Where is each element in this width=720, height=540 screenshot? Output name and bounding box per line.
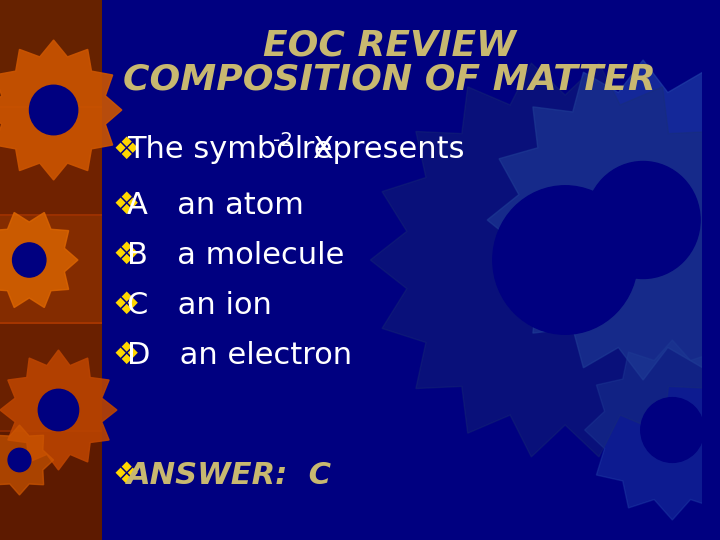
Text: C   an ion: C an ion: [127, 291, 271, 320]
Bar: [0, 0, 102, 108]
Text: The symbol X: The symbol X: [127, 136, 333, 165]
Circle shape: [38, 389, 78, 431]
Circle shape: [12, 243, 46, 277]
Circle shape: [492, 186, 637, 334]
Bar: [0, 0, 102, 540]
Polygon shape: [487, 60, 720, 380]
Bar: [0, 430, 102, 540]
Text: ❖: ❖: [112, 136, 140, 165]
Text: A   an atom: A an atom: [127, 191, 304, 219]
Text: -2: -2: [273, 131, 293, 150]
Text: D   an electron: D an electron: [127, 341, 352, 369]
Polygon shape: [370, 63, 720, 457]
Circle shape: [30, 85, 78, 135]
Polygon shape: [0, 425, 53, 495]
Bar: [0, 322, 102, 432]
Polygon shape: [585, 340, 720, 520]
Polygon shape: [0, 40, 122, 180]
Text: ❖: ❖: [112, 341, 140, 369]
Polygon shape: [0, 212, 78, 308]
Text: ❖: ❖: [112, 191, 140, 219]
Text: ❖: ❖: [112, 461, 140, 489]
Circle shape: [641, 397, 704, 462]
Bar: [0, 214, 102, 324]
Text: COMPOSITION OF MATTER: COMPOSITION OF MATTER: [123, 63, 656, 97]
Text: ❖: ❖: [112, 240, 140, 269]
Text: ❖: ❖: [112, 291, 140, 320]
Bar: [0, 106, 102, 216]
Circle shape: [586, 161, 700, 279]
Text: B   a molecule: B a molecule: [127, 240, 344, 269]
Text: ANSWER:  C: ANSWER: C: [127, 461, 332, 489]
Text: represents: represents: [292, 136, 465, 165]
Polygon shape: [0, 350, 117, 470]
Circle shape: [8, 448, 31, 472]
Bar: [0, 0, 102, 540]
Text: EOC REVIEW: EOC REVIEW: [264, 28, 516, 62]
